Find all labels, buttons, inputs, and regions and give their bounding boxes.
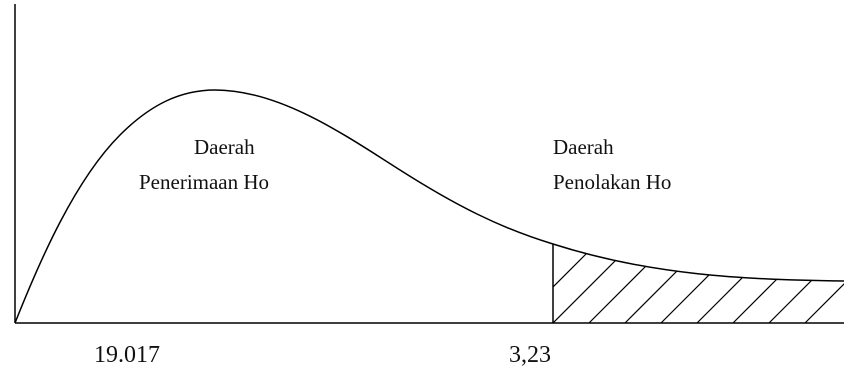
rejection-region-hatching [553, 244, 844, 323]
rejection-region-label-line2: Penolakan Ho [553, 170, 671, 194]
critical-value-label: 3,23 [509, 342, 551, 367]
distribution-curve [14, 89, 844, 324]
rejection-region-label-line1: Daerah [553, 135, 614, 159]
acceptance-region-label-line1: Daerah [194, 135, 255, 159]
acceptance-region-label-line2: Penerimaan Ho [139, 170, 269, 194]
computed-value-label: 19.017 [94, 342, 160, 367]
